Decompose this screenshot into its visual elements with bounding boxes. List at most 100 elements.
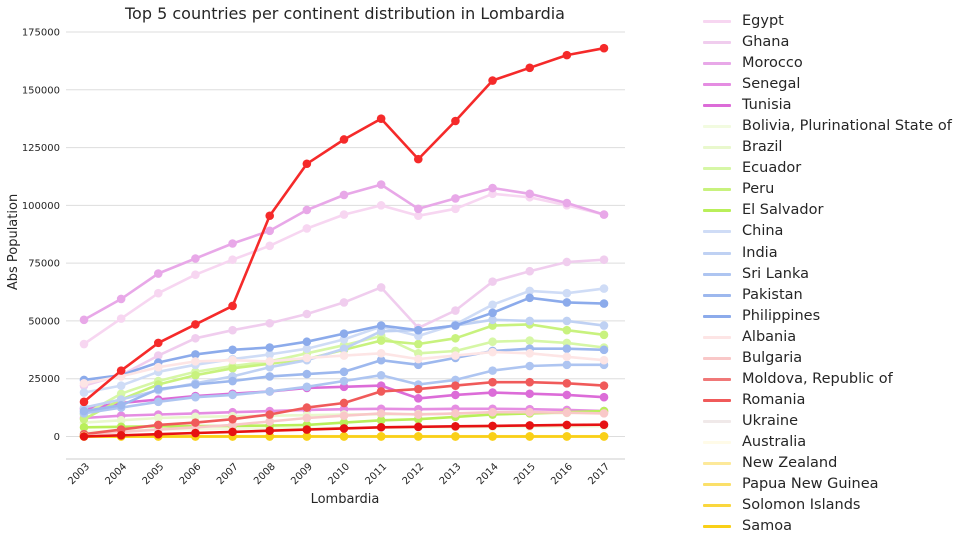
legend-swatch [703,272,731,276]
data-point [191,270,200,280]
legend-swatch [703,377,731,381]
data-point [599,210,609,219]
data-point [265,226,275,236]
data-point [153,362,163,372]
data-point [79,339,89,349]
legend-label: Sri Lanka [742,265,809,282]
data-point [488,308,497,318]
data-point [339,190,349,200]
data-point [525,286,535,296]
data-point [116,416,126,425]
legend-item: Albania [700,327,958,348]
chart-title: Top 5 countries per continent distributi… [124,4,565,23]
legend-swatch [703,41,731,45]
data-point [525,432,535,441]
data-point [339,367,349,377]
legend-item: Brazil [700,137,958,158]
data-point [191,254,200,263]
data-point [376,387,386,396]
data-point [191,418,200,427]
y-tick-label: 25000 [28,374,60,385]
data-point [451,321,460,330]
data-point [302,337,312,347]
legend-item: Ecuador [700,158,958,179]
data-point [376,321,386,330]
legend-swatch [703,356,731,360]
data-point [376,432,386,441]
legend-item: Morocco [700,53,958,74]
y-tick-label: 150000 [22,85,60,96]
data-point [525,377,535,387]
legend-swatch [703,104,731,108]
legend-label: Brazil [742,139,783,156]
legend-label: Solomon Islands [742,497,861,514]
x-tick-label: 2010 [326,461,352,487]
y-axis-label: Abs Population [6,194,21,290]
data-point [339,411,349,420]
data-point [153,351,163,360]
data-point [339,432,349,441]
data-point [413,211,423,221]
legend-label: Papua New Guinea [742,476,879,493]
legend-label: China [742,223,784,240]
y-tick-label: 75000 [28,259,60,270]
data-point [451,422,460,431]
data-point [228,301,237,311]
data-point [116,294,126,304]
legend-item: India [700,243,958,264]
data-point [339,210,349,219]
data-point [376,114,386,123]
data-point [562,360,572,370]
data-point [265,410,275,419]
data-point [451,116,460,126]
legend-item: Peru [700,179,958,200]
data-point [302,353,312,363]
data-point [599,345,609,355]
x-axis-label: Lombardia [311,492,380,507]
data-point [228,345,237,355]
legend-label: Ukraine [742,412,798,429]
data-point [525,421,535,430]
x-tick-label: 2013 [438,461,464,487]
legend-swatch [703,335,731,339]
legend-swatch [703,230,731,234]
x-tick-label: 2007 [215,461,241,487]
data-point [525,63,535,73]
legend-item: Australia [700,432,958,453]
data-point [153,338,163,348]
legend-item: Solomon Islands [700,495,958,516]
y-tick-label: 125000 [22,143,60,154]
x-tick-label: 2015 [512,461,538,487]
data-point [562,432,572,441]
series-romania [79,377,609,439]
x-tick-label: 2009 [289,461,315,487]
data-point [599,330,609,340]
legend-swatch [703,461,731,465]
series-moldova-republic-of [79,420,609,441]
y-tick-label: 0 [54,432,60,443]
data-point [451,333,460,343]
data-point [562,352,572,362]
legend-label: Ghana [742,34,790,51]
data-point [79,432,89,441]
data-point [265,426,275,436]
data-point [488,407,497,417]
data-point [191,357,200,366]
data-point [376,180,386,189]
data-point [562,257,572,267]
data-point [599,284,609,293]
legend-swatch [703,167,731,171]
data-point [525,348,535,358]
data-point [228,325,237,335]
legend-swatch [703,419,731,423]
data-point [525,389,535,399]
legend-item: Bolivia, Plurinational State of [700,116,958,137]
y-axis-ticks: 0 25000 50000 75000 100000 125000 150000 175000 [22,28,60,444]
data-point [153,384,163,394]
data-point [302,309,312,319]
data-point [153,397,163,407]
legend-swatch [703,293,731,297]
data-point [599,381,609,390]
data-point [116,431,126,440]
data-point [79,315,89,325]
